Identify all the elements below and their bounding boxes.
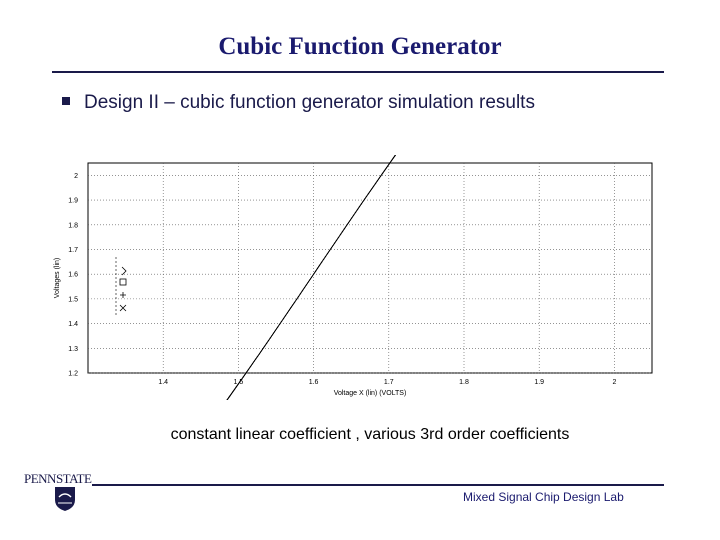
cubic-curve-series: [118, 0, 517, 540]
x-tick-label: 1.9: [534, 379, 544, 386]
legend-marker: [119, 304, 127, 312]
y-tick-label: 1.4: [68, 321, 78, 328]
title-rule: [52, 71, 664, 73]
y-tick-label: 1.3: [68, 346, 78, 353]
y-tick-label: 1.6: [68, 272, 78, 279]
plot-frame: [87, 162, 653, 374]
bullet-marker: [62, 97, 70, 105]
y-tick-label: 1.5: [68, 296, 78, 303]
bullet-row: Design II – cubic function generator sim…: [62, 92, 535, 114]
shield-icon: [55, 487, 75, 511]
x-tick-label: 1.8: [459, 379, 469, 386]
y-tick-label: 1.2: [68, 371, 78, 378]
y-axis-label: Voltages (lin): [54, 258, 61, 298]
legend-marker: [120, 292, 126, 298]
cubic-curve-series: [116, 0, 519, 540]
cubic-curve-series: [112, 0, 524, 540]
x-axis-label: Voltage X (lin) (VOLTS): [334, 390, 407, 397]
cubic-curve-series: [111, 0, 525, 540]
cubic-curve-series: [114, 0, 521, 540]
x-tick-label: 1.7: [384, 379, 394, 386]
y-tick-label: 2: [74, 173, 78, 180]
cubic-curve-series: [113, 0, 523, 540]
x-tick-label: 1.6: [309, 379, 319, 386]
logo-text: PENNSTATE: [24, 471, 92, 486]
x-tick-label: 2: [612, 379, 616, 386]
cubic-curve-series: [114, 0, 522, 540]
x-tick-label: 1.4: [158, 379, 168, 386]
legend-marker: [119, 278, 127, 286]
simulation-chart: 1.4 1.5 1.6 1.7 1.8 1.9 2 2 1.9 1.8 1.7 1.6 1.5 1.4 1.…: [54, 0, 653, 540]
slide-title: Cubic Function Generator: [218, 33, 502, 60]
lab-name: Mixed Signal Chip Design Lab: [463, 490, 624, 504]
y-tick-label: 1.7: [68, 247, 78, 254]
chart-container: 1.4 1.5 1.6 1.7 1.8 1.9 2 2 1.9 1.8 1.7 1.6 1.5 1.4 1.…: [50, 0, 665, 540]
x-tick-label: 1.5: [234, 379, 244, 386]
y-tick-label: 1.8: [68, 222, 78, 229]
cubic-curve-series: [118, 0, 516, 540]
legend-marker: [121, 266, 127, 276]
cubic-curve-series: [115, 0, 520, 540]
chart-caption: constant linear coefficient , various 3r…: [170, 426, 570, 443]
bullet-text: Design II – cubic function generator sim…: [84, 92, 535, 113]
y-tick-label: 1.9: [68, 198, 78, 205]
cubic-curve-series: [117, 0, 518, 540]
footer-rule: [92, 484, 664, 486]
